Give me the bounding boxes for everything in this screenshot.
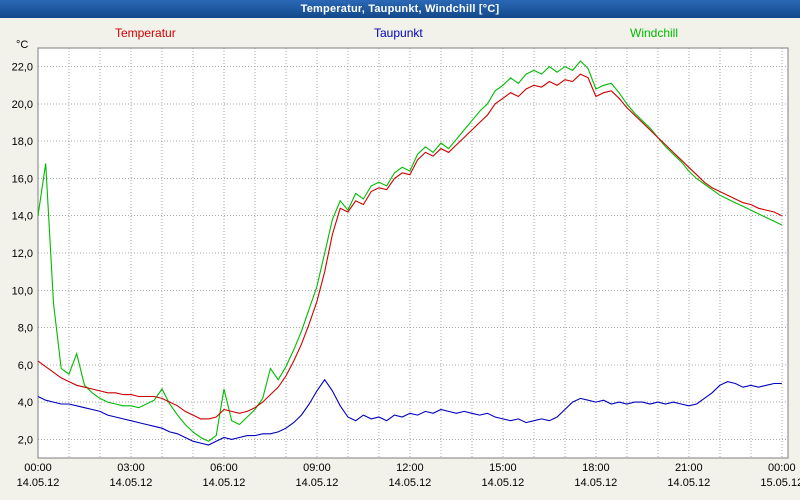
y-tick-label: 12,0 (12, 248, 33, 260)
x-tick-date: 14.05.12 (667, 477, 710, 489)
y-tick-label: 14,0 (12, 211, 33, 223)
x-tick-time: 06:00 (210, 462, 238, 474)
y-tick-label: 20,0 (12, 99, 33, 111)
x-tick-time: 03:00 (117, 462, 145, 474)
y-tick-label: 10,0 (12, 285, 33, 297)
legend-taupunkt: Taupunkt (374, 26, 423, 40)
x-tick-time: 18:00 (582, 462, 610, 474)
y-tick-label: 8,0 (18, 323, 33, 335)
x-tick-date: 14.05.12 (296, 477, 339, 489)
x-tick-time: 21:00 (675, 462, 703, 474)
title-bar: Temperatur, Taupunkt, Windchill [°C] (0, 0, 800, 18)
y-tick-label: 16,0 (12, 173, 33, 185)
y-tick-label: 4,0 (18, 397, 33, 409)
x-tick-time: 15:00 (489, 462, 517, 474)
x-tick-date: 14.05.12 (17, 477, 60, 489)
y-tick-label: 2,0 (18, 434, 33, 446)
x-tick-date: 14.05.12 (388, 477, 431, 489)
x-tick-time: 00:00 (768, 462, 796, 474)
x-tick-date: 14.05.12 (574, 477, 617, 489)
x-tick-date: 14.05.12 (203, 477, 246, 489)
plot-border (37, 47, 789, 459)
x-tick-time: 12:00 (396, 462, 424, 474)
series-line-taupunkt (37, 378, 782, 446)
legend-windchill: Windchill (630, 26, 679, 40)
series-line-temperatur (37, 73, 783, 420)
y-axis-unit-label: °C (16, 39, 29, 51)
x-tick-time: 09:00 (303, 462, 331, 474)
x-tick-date: 15.05.12 (760, 477, 800, 489)
window-title: Temperatur, Taupunkt, Windchill [°C] (300, 3, 500, 15)
x-tick-date: 14.05.12 (110, 477, 153, 489)
legend-temperatur: Temperatur (115, 26, 176, 40)
x-tick-date: 14.05.12 (481, 477, 524, 489)
y-tick-label: 22,0 (12, 62, 33, 74)
y-tick-label: 18,0 (12, 136, 33, 148)
x-tick-time: 00:00 (24, 462, 52, 474)
y-tick-label: 6,0 (18, 360, 33, 372)
